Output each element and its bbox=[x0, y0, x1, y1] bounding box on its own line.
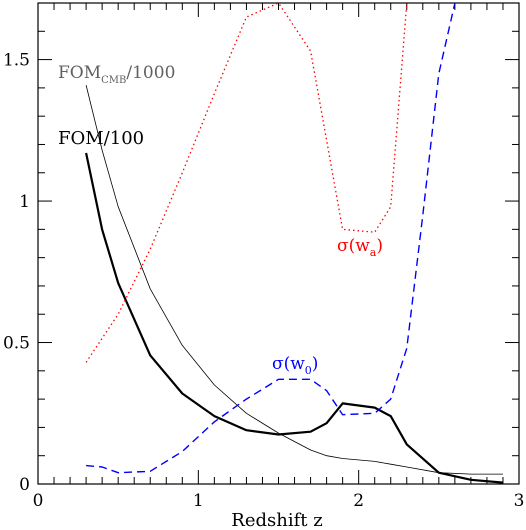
x-tick-label: 0 bbox=[33, 491, 44, 511]
axis-ticks bbox=[37, 2, 520, 485]
sigma-w0-label-sub: 0 bbox=[305, 364, 312, 377]
axis-tick-labels: 0 1 2 3 0 0.5 1 1.5 bbox=[3, 51, 524, 511]
sigma-w0-label-tail: ) bbox=[312, 354, 319, 374]
sigma-wa-label-tail: ) bbox=[376, 236, 383, 256]
sigma-w0-label-main: σ(w bbox=[272, 354, 305, 374]
x-axis-label: Redshift z bbox=[231, 510, 322, 530]
x-tick-label: 3 bbox=[514, 491, 525, 511]
fom-cmb-label-sub: CMB bbox=[101, 75, 126, 86]
series-line-sigma-w0 bbox=[86, 3, 456, 474]
series-line-sigma-wa bbox=[85, 3, 408, 363]
series-lines bbox=[85, 3, 504, 484]
y-tick-label: 1 bbox=[19, 192, 30, 212]
fom-cmb-label-tail: /1000 bbox=[126, 63, 175, 83]
series-line-fom-cmb bbox=[85, 85, 503, 475]
fom-annotation: FOM/100 bbox=[58, 128, 144, 149]
x-tick-label: 1 bbox=[193, 491, 204, 511]
sigma-w0-annotation: σ(w0) bbox=[272, 354, 318, 377]
y-tick-label: 0.5 bbox=[3, 334, 30, 354]
sigma-wa-label-sub: a bbox=[370, 246, 377, 259]
fom-cmb-annotation: FOMCMB/1000 bbox=[58, 63, 175, 86]
series-line-fom bbox=[85, 152, 504, 484]
y-tick-label: 1.5 bbox=[3, 51, 30, 71]
fom-cmb-label-main: FOM bbox=[58, 63, 101, 83]
x-tick-label: 2 bbox=[353, 491, 364, 511]
y-tick-label: 0 bbox=[19, 475, 30, 495]
sigma-wa-annotation: σ(wa) bbox=[337, 236, 383, 259]
sigma-wa-label-main: σ(w bbox=[337, 236, 370, 256]
